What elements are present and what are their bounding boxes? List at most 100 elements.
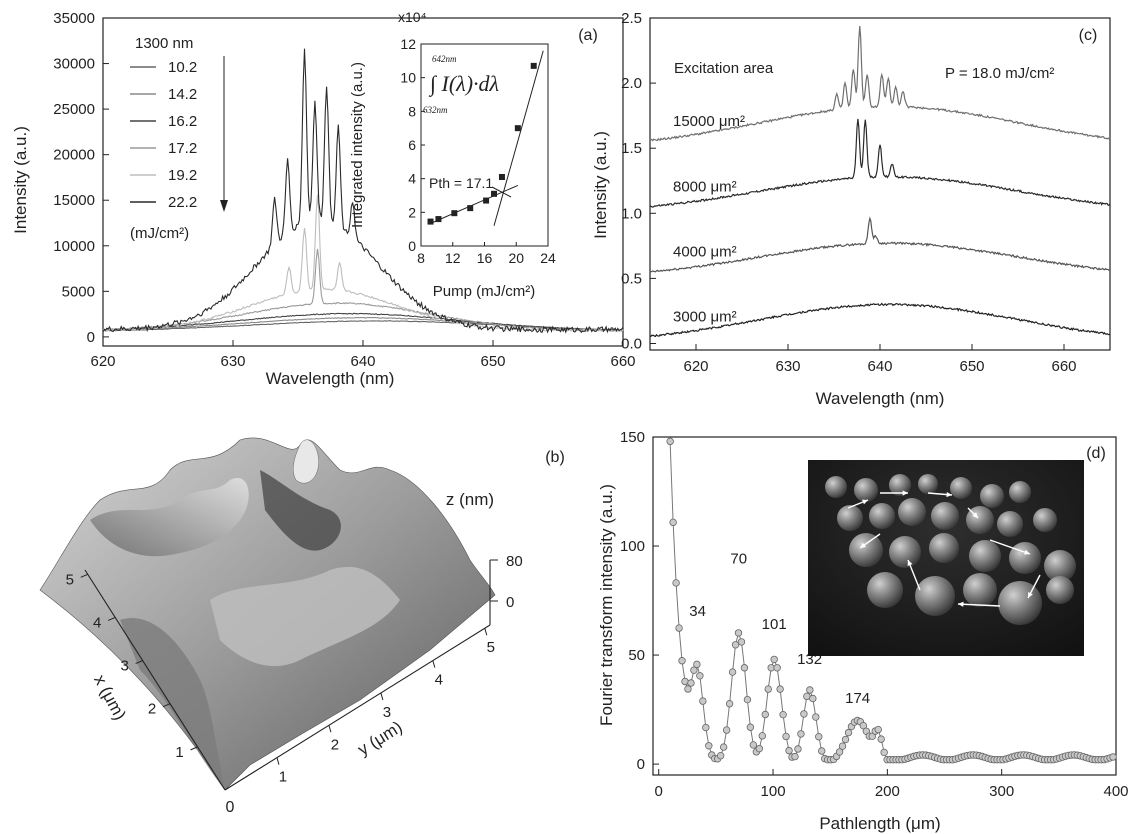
panel-d-x-ticks: 0 100 200 300 400 bbox=[655, 769, 1129, 800]
b-ztick-label: 0 bbox=[506, 594, 514, 611]
d-point bbox=[722, 726, 731, 734]
panel-c-ylabel: Intensity (a.u.) bbox=[591, 131, 610, 239]
panel-c-annotation-title: Excitation area bbox=[674, 60, 774, 77]
d-point bbox=[818, 747, 826, 755]
inset-point bbox=[491, 190, 498, 197]
panel-c-xlabel: Wavelength (nm) bbox=[816, 389, 945, 408]
b-ytick bbox=[380, 692, 384, 701]
inset-sphere bbox=[950, 477, 972, 499]
inset-xtick-label: 24 bbox=[540, 250, 556, 266]
b-xtick bbox=[80, 573, 88, 578]
inset-point bbox=[427, 218, 434, 225]
legend-arrow-head bbox=[220, 200, 228, 212]
d-point bbox=[880, 748, 888, 757]
d-peak-label: 70 bbox=[730, 550, 747, 567]
d-point bbox=[844, 728, 853, 737]
b-ytick bbox=[276, 757, 280, 765]
panel-c-annotation-pump: P = 18.0 mJ/cm² bbox=[945, 65, 1054, 82]
inset-sphere bbox=[929, 533, 959, 563]
d-point bbox=[800, 710, 808, 718]
d-xtick-label: 0 bbox=[655, 783, 663, 800]
c-ytick-label: 1.5 bbox=[621, 140, 642, 157]
a-ytick-label: 20000 bbox=[53, 147, 95, 164]
d-point bbox=[841, 735, 850, 744]
d-peak-label: 101 bbox=[762, 616, 787, 633]
d-point bbox=[1109, 753, 1117, 761]
inset-xlabel: Pump (mJ/cm²) bbox=[433, 283, 536, 300]
c-series-label: 8000 μm² bbox=[673, 178, 737, 195]
d-point bbox=[696, 672, 704, 680]
inset-sphere bbox=[825, 476, 847, 498]
d-point bbox=[702, 723, 710, 732]
c-series-label: 3000 μm² bbox=[673, 308, 737, 325]
d-ytick-label: 50 bbox=[628, 647, 645, 664]
legend-title: 1300 nm bbox=[135, 35, 193, 52]
panel-a-series bbox=[102, 48, 624, 334]
b-xtick-label: 3 bbox=[120, 658, 128, 675]
d-point bbox=[877, 735, 885, 743]
d-point bbox=[764, 685, 772, 693]
a-ytick-label: 25000 bbox=[53, 101, 95, 118]
d-point bbox=[809, 694, 817, 703]
d-point bbox=[681, 677, 689, 686]
inset-ytick-label: 0 bbox=[408, 238, 416, 254]
b-xtick-label: 2 bbox=[148, 701, 156, 718]
c-ytick-label: 0.0 bbox=[621, 335, 642, 352]
d-xtick-label: 300 bbox=[989, 783, 1014, 800]
b-ytick-label: 3 bbox=[383, 704, 391, 721]
inset-sphere bbox=[854, 478, 878, 502]
inset-xtick-label: 16 bbox=[477, 250, 493, 266]
inset-point bbox=[514, 125, 521, 132]
d-point bbox=[874, 725, 882, 734]
legend-unit: (mJ/cm²) bbox=[130, 225, 189, 242]
c-series-line bbox=[649, 26, 1111, 142]
inset-sphere bbox=[898, 498, 926, 526]
panel-c-label: (c) bbox=[1079, 27, 1098, 44]
inset-ytick-label: 12 bbox=[400, 36, 416, 52]
d-point bbox=[728, 668, 737, 676]
d-point bbox=[773, 664, 781, 672]
panel-d-series bbox=[666, 437, 1117, 764]
d-point bbox=[666, 437, 674, 446]
a-xtick-label: 640 bbox=[350, 353, 375, 370]
inset-sphere bbox=[963, 573, 997, 607]
inset-sphere bbox=[889, 474, 911, 496]
inset-sphere bbox=[1044, 550, 1076, 582]
panel-a-ylabel: Intensity (a.u.) bbox=[11, 126, 30, 234]
d-xtick-label: 100 bbox=[761, 783, 786, 800]
d-point bbox=[693, 660, 701, 669]
c-xtick-label: 640 bbox=[867, 358, 892, 375]
panel-d-ylabel: Fourier transform intensity (a.u.) bbox=[597, 484, 616, 726]
d-ytick-label: 100 bbox=[620, 538, 645, 555]
a-series-line bbox=[102, 48, 624, 334]
legend-entry: 19.2 bbox=[168, 167, 197, 184]
d-point bbox=[746, 723, 755, 731]
d-point bbox=[737, 638, 746, 646]
d-point bbox=[835, 748, 844, 756]
inset-arrow-head bbox=[946, 491, 952, 498]
panel-a-label: (a) bbox=[578, 27, 598, 44]
panel-a-y-ticks: 0 5000 10000 15000 20000 25000 30000 35000 bbox=[53, 10, 109, 346]
surface-y-axis bbox=[224, 624, 491, 791]
surface-zlabel: z (nm) bbox=[446, 490, 494, 509]
inset-arrow-head bbox=[1024, 549, 1030, 555]
inset-arrows bbox=[847, 490, 1041, 607]
inset-sphere bbox=[849, 533, 883, 567]
c-series-label: 4000 μm² bbox=[673, 243, 737, 260]
inset-sphere bbox=[918, 474, 938, 494]
inset-point bbox=[451, 210, 458, 217]
c-ytick-label: 1.0 bbox=[621, 205, 642, 222]
b-ytick bbox=[484, 628, 488, 636]
d-peak-label: 34 bbox=[689, 603, 706, 620]
surface-peak-1 bbox=[293, 439, 319, 484]
inset-point bbox=[435, 216, 442, 223]
inset-sphere bbox=[837, 505, 863, 531]
inset-ytick-label: 8 bbox=[408, 103, 416, 119]
d-point bbox=[761, 710, 769, 719]
b-ytick-label: 4 bbox=[435, 672, 443, 689]
inset-fit-lines bbox=[428, 50, 544, 226]
d-point bbox=[725, 700, 734, 708]
panel-a-xlabel: Wavelength (nm) bbox=[266, 369, 395, 388]
